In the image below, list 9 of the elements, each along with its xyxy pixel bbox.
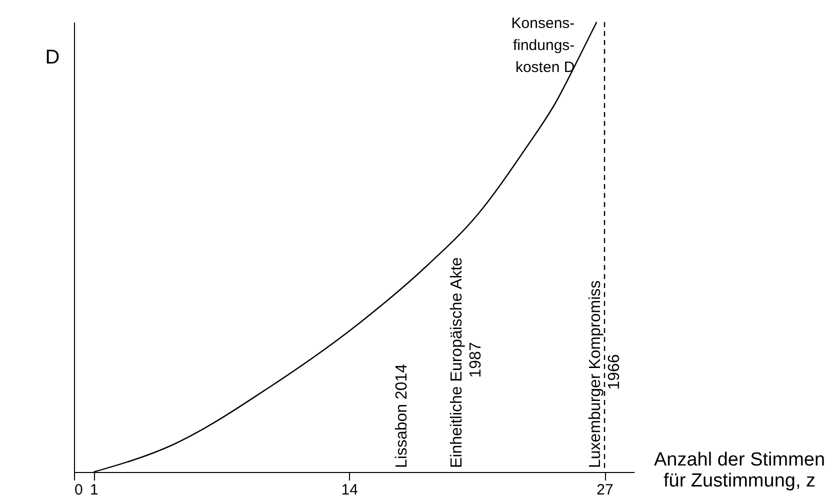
- annotation: Einheitliche Europäische Akte 1987: [448, 257, 484, 468]
- x-tick-label: 1: [90, 482, 98, 498]
- x-tick-label: 14: [341, 482, 358, 498]
- x-tick-label: 27: [596, 482, 614, 498]
- y-axis-title: D: [45, 46, 60, 68]
- annotation: Lissabon 2014: [394, 364, 411, 468]
- x-tick-label: 0: [74, 482, 83, 498]
- x-axis-title: Anzahl der Stimmen für Zustimmung, z: [654, 450, 826, 492]
- annotation: Luxemburger Kompromiss 1966: [587, 280, 624, 468]
